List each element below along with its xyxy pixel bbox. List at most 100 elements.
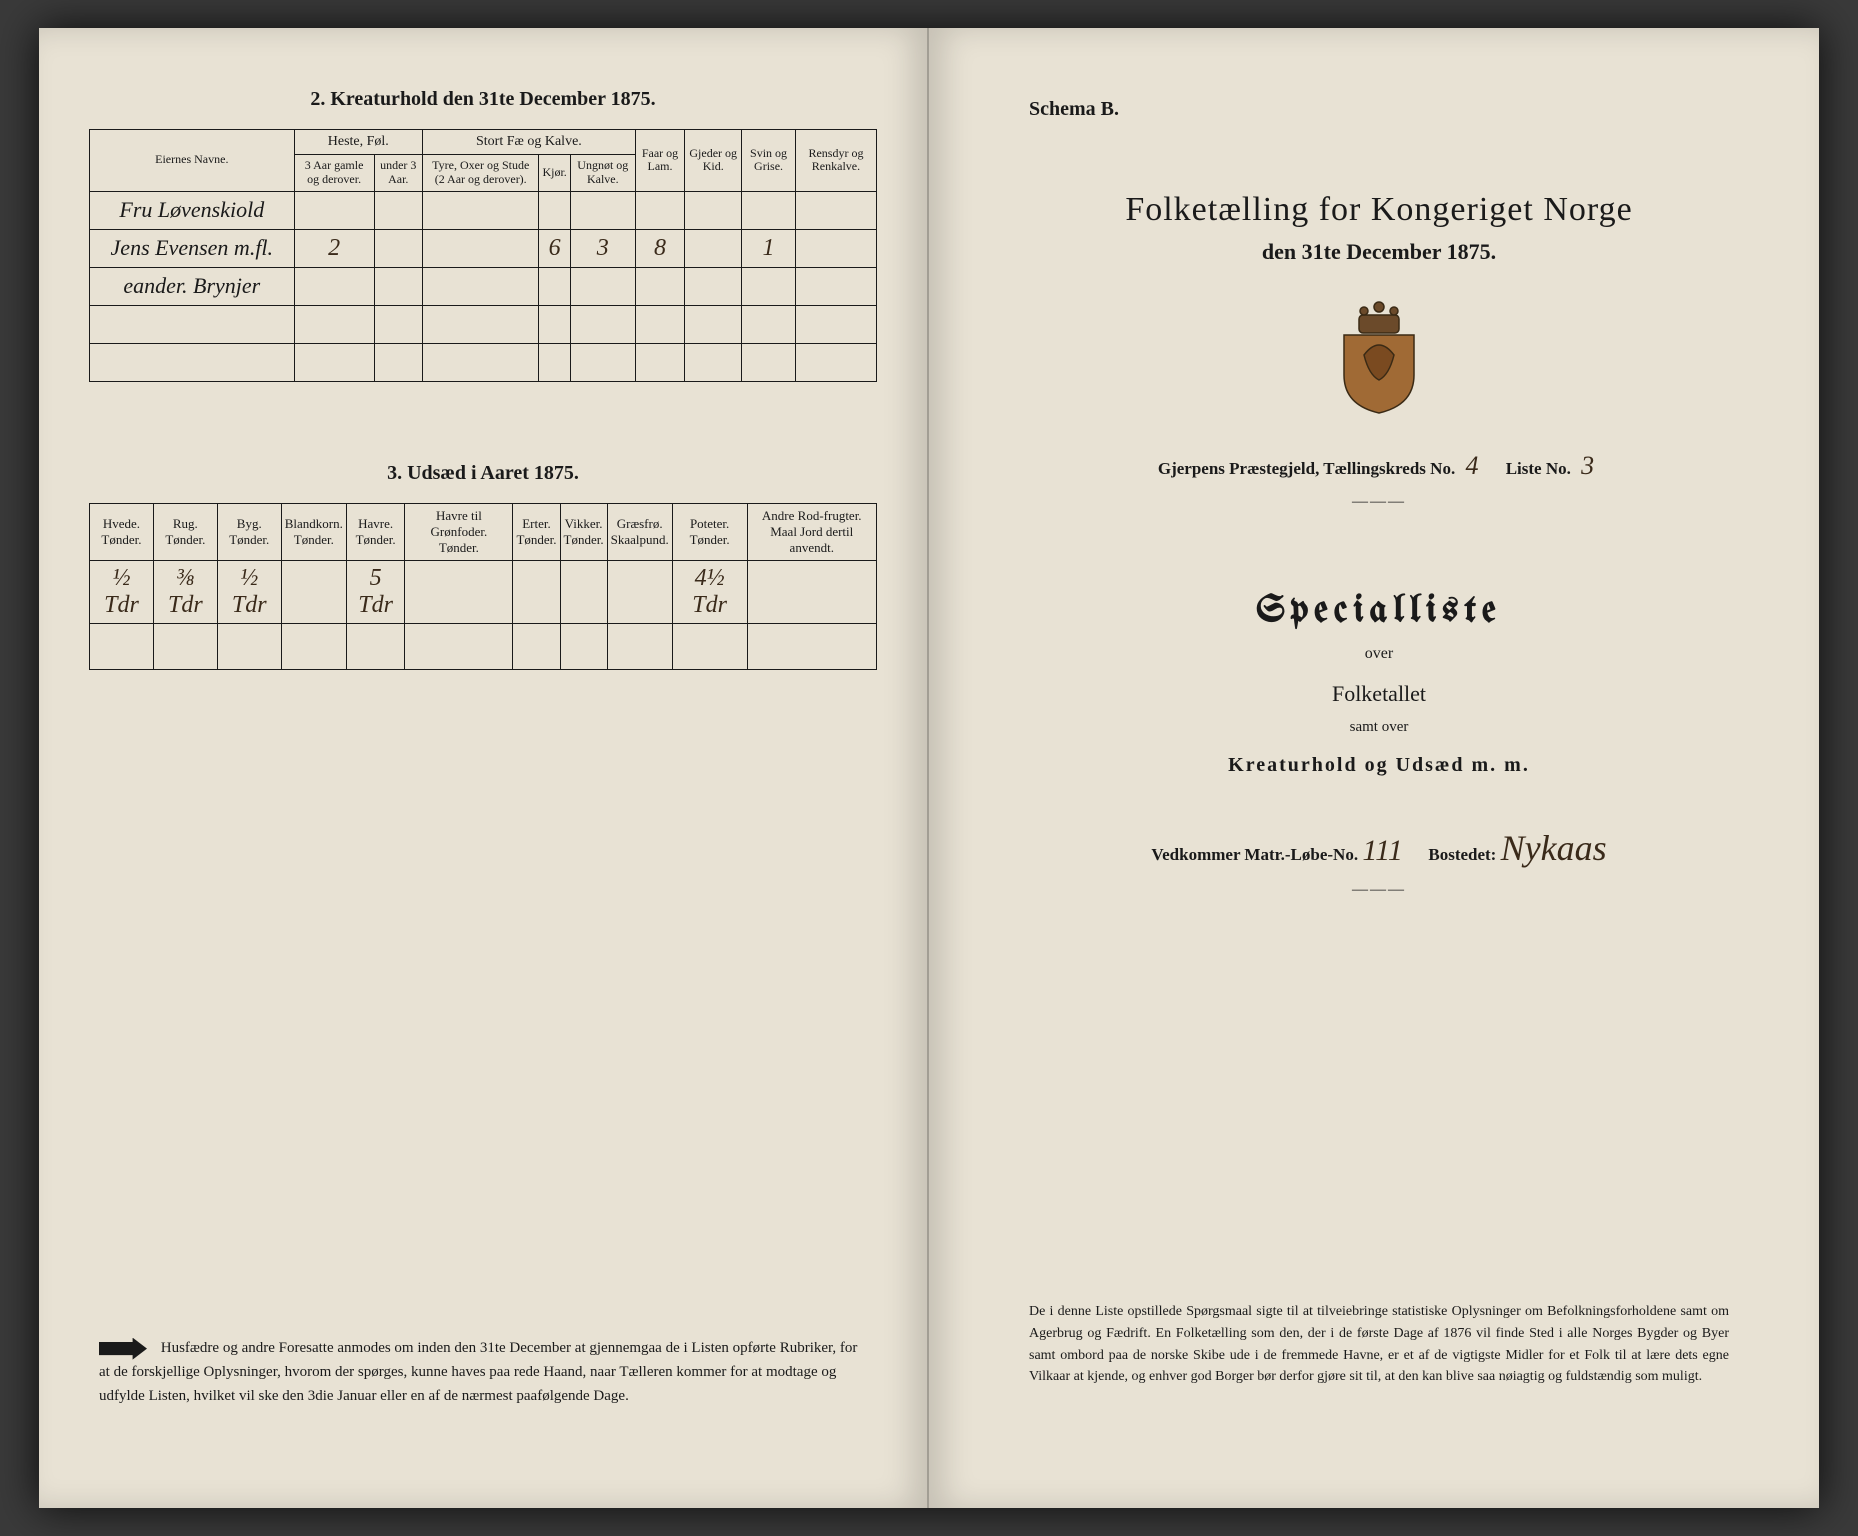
empty-cell: [90, 623, 154, 669]
value-cell: [374, 305, 422, 343]
column-header: Rug.Tønder.: [153, 503, 217, 560]
value-cell: [742, 191, 796, 229]
column-header: Poteter.Tønder.: [672, 503, 747, 560]
value-cell: [560, 560, 607, 623]
col-kjor: Kjør.: [539, 155, 570, 192]
column-header: Hvede.Tønder.: [90, 503, 154, 560]
kreaturhold-table: Eiernes Navne. Heste, Føl. Stort Fæ og K…: [89, 129, 877, 382]
owner-cell: Jens Evensen m.fl.: [90, 229, 295, 267]
value-cell: [539, 267, 570, 305]
value-cell: [795, 305, 876, 343]
column-header: Byg.Tønder.: [217, 503, 281, 560]
value-cell: [539, 305, 570, 343]
value-cell: [570, 267, 635, 305]
empty-cell: [607, 623, 672, 669]
value-cell: [374, 267, 422, 305]
col-svin: Svin og Grise.: [742, 130, 796, 192]
folketallet-label: Folketallet: [999, 681, 1759, 707]
value-cell: [294, 343, 374, 381]
col-heste-u3: under 3 Aar.: [374, 155, 422, 192]
col-faar: Faar og Lam.: [635, 130, 684, 192]
value-cell: [570, 305, 635, 343]
samt-label: samt over: [999, 719, 1759, 736]
value-cell: [405, 560, 513, 623]
left-footnote-text: Husfædre og andre Foresatte anmodes om i…: [99, 1340, 857, 1404]
right-page: Schema B. Folketælling for Kongeriget No…: [929, 28, 1819, 1508]
value-cell: [422, 305, 538, 343]
column-header: Andre Rod-frugter.Maal Jord dertil anven…: [747, 503, 877, 560]
left-page: 2. Kreaturhold den 31te December 1875. E…: [39, 28, 929, 1508]
value-cell: [294, 191, 374, 229]
value-cell: [635, 343, 684, 381]
empty-cell: [513, 623, 560, 669]
value-cell: 3: [570, 229, 635, 267]
main-title: Folketælling for Kongeriget Norge: [999, 191, 1759, 229]
right-footnote: De i denne Liste opstillede Spørgsmaal s…: [1029, 1301, 1729, 1388]
matr-line: Vedkommer Matr.-Løbe-No. 111 Bostedet: N…: [999, 827, 1759, 869]
value-cell: [570, 343, 635, 381]
value-cell: 5 Tdr: [346, 560, 404, 623]
empty-cell: [672, 623, 747, 669]
left-footnote: Husfædre og andre Foresatte anmodes om i…: [99, 1336, 867, 1408]
empty-cell: [217, 623, 281, 669]
column-header: Havre til Grønfoder.Tønder.: [405, 503, 513, 560]
value-cell: [795, 267, 876, 305]
table3-title: 3. Udsæd i Aaret 1875.: [89, 462, 877, 485]
date-line: den 31te December 1875.: [999, 239, 1759, 265]
owner-cell: eander. Brynjer: [90, 267, 295, 305]
column-header: Erter.Tønder.: [513, 503, 560, 560]
value-cell: [294, 305, 374, 343]
table-row: eander. Brynjer: [90, 267, 877, 305]
value-cell: [685, 305, 742, 343]
value-cell: [374, 343, 422, 381]
liste-value: 3: [1581, 451, 1594, 480]
empty-cell: [281, 623, 346, 669]
value-cell: [513, 560, 560, 623]
value-cell: 8: [635, 229, 684, 267]
value-cell: 6: [539, 229, 570, 267]
value-cell: ½ Tdr: [90, 560, 154, 623]
matr-label: Vedkommer Matr.-Løbe-No.: [1151, 845, 1358, 864]
pointing-hand-icon: [99, 1338, 147, 1360]
column-header: Blandkorn.Tønder.: [281, 503, 346, 560]
col-rensdyr: Rensdyr og Renkalve.: [795, 130, 876, 192]
udsaed-table: Hvede.Tønder.Rug.Tønder.Byg.Tønder.Bland…: [89, 503, 877, 670]
owner-cell: [90, 305, 295, 343]
praestegjeld-label: Gjerpens Præstegjeld, Tællingskreds No.: [1158, 459, 1455, 478]
kreaturhold-label: Kreaturhold og Udsæd m. m.: [999, 754, 1759, 777]
value-cell: [422, 267, 538, 305]
divider: ———: [999, 493, 1759, 511]
value-cell: [539, 191, 570, 229]
grp-heste: Heste, Føl.: [294, 130, 422, 155]
value-cell: [685, 229, 742, 267]
table-row: [90, 343, 877, 381]
value-cell: [374, 191, 422, 229]
value-cell: [795, 229, 876, 267]
value-cell: [742, 305, 796, 343]
value-cell: 1: [742, 229, 796, 267]
value-cell: [570, 191, 635, 229]
value-cell: ½ Tdr: [217, 560, 281, 623]
value-cell: [795, 191, 876, 229]
owner-header: Eiernes Navne.: [90, 130, 295, 192]
schema-label: Schema B.: [1029, 98, 1759, 121]
value-cell: [747, 560, 877, 623]
value-cell: [685, 267, 742, 305]
value-cell: [422, 191, 538, 229]
column-header: Havre.Tønder.: [346, 503, 404, 560]
kreds-value: 4: [1465, 451, 1478, 480]
value-cell: 4½ Tdr: [672, 560, 747, 623]
value-cell: [635, 305, 684, 343]
empty-cell: [346, 623, 404, 669]
value-cell: [294, 267, 374, 305]
value-cell: [742, 267, 796, 305]
value-cell: 2: [294, 229, 374, 267]
empty-cell: [405, 623, 513, 669]
table2-title: 2. Kreaturhold den 31te December 1875.: [89, 88, 877, 111]
grp-stortfae: Stort Fæ og Kalve.: [422, 130, 635, 155]
column-header: Vikker.Tønder.: [560, 503, 607, 560]
column-header: Græsfrø.Skaalpund.: [607, 503, 672, 560]
owner-cell: Fru Løvenskiold: [90, 191, 295, 229]
empty-cell: [560, 623, 607, 669]
owner-cell: [90, 343, 295, 381]
